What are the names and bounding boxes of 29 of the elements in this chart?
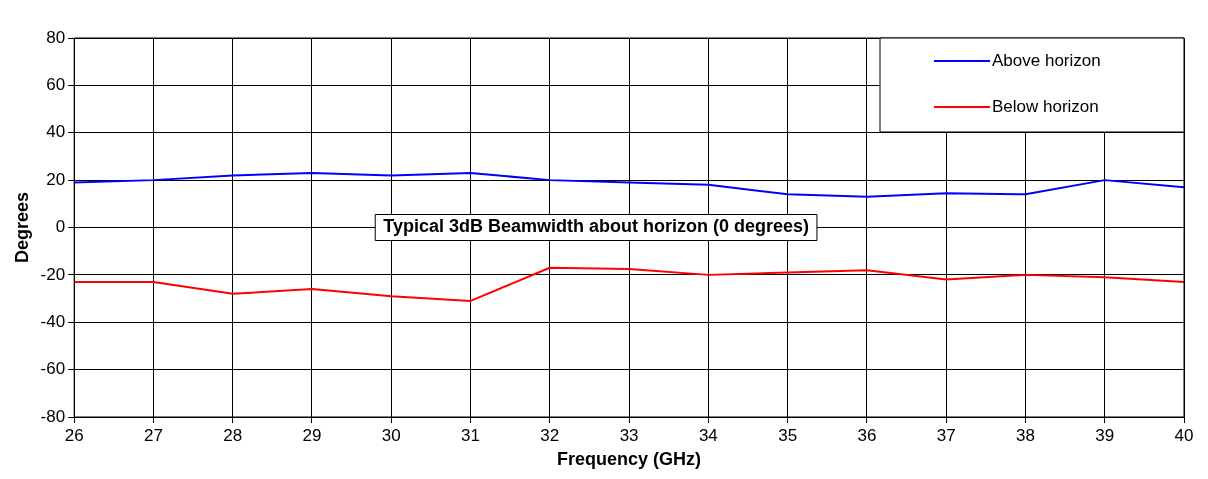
legend-label: Below horizon	[992, 96, 1099, 116]
x-tick-label: 35	[778, 425, 798, 445]
y-tick-label: 40	[46, 122, 66, 142]
y-tick-label: -80	[40, 406, 66, 426]
x-tick-label: 32	[540, 425, 560, 445]
x-tick-label: 40	[1174, 425, 1194, 445]
x-tick-label: 37	[936, 425, 956, 445]
x-axis-title: Frequency (GHz)	[557, 449, 702, 470]
x-tick-label: 33	[619, 425, 639, 445]
annotation: Typical 3dB Beamwidth about horizon (0 degrees)	[383, 216, 809, 237]
x-tick-label: 31	[461, 425, 480, 445]
y-tick-label: -20	[40, 264, 66, 284]
x-tick-label: 38	[1015, 425, 1035, 445]
x-tick-label: 30	[381, 425, 401, 445]
x-tick-label: 27	[143, 425, 163, 445]
legend-label: Above horizon	[992, 50, 1101, 70]
x-tick-label: 39	[1095, 425, 1115, 445]
x-tick-label: 29	[302, 425, 322, 445]
x-tick-label: 26	[64, 425, 84, 445]
y-axis-title: Degrees	[11, 191, 32, 264]
y-tick-label: 0	[55, 217, 66, 237]
y-tick-label: -60	[40, 359, 66, 379]
y-tick-label: 80	[46, 27, 66, 47]
x-tick-label: 34	[698, 425, 718, 445]
y-tick-label: -40	[40, 311, 66, 331]
x-tick-label: 28	[223, 425, 243, 445]
y-tick-label: 20	[46, 169, 66, 189]
x-tick-label: 36	[857, 425, 877, 445]
y-tick-label: 60	[46, 75, 66, 95]
